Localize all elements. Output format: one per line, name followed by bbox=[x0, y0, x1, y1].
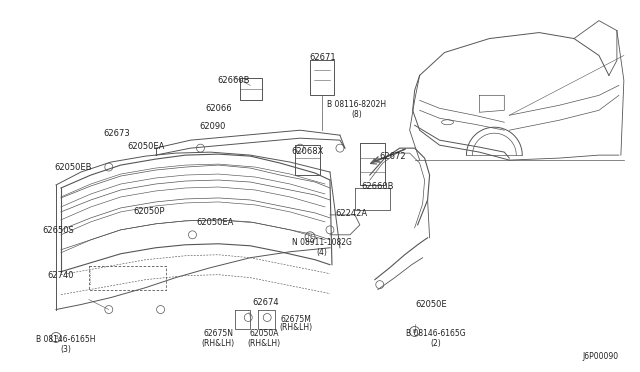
Text: N: N bbox=[308, 234, 312, 239]
Circle shape bbox=[336, 144, 344, 152]
Text: 62050EA: 62050EA bbox=[127, 142, 164, 151]
Text: 62660B: 62660B bbox=[217, 76, 250, 86]
Circle shape bbox=[105, 305, 113, 314]
Text: 62675M: 62675M bbox=[281, 314, 312, 324]
Text: 62090: 62090 bbox=[199, 122, 225, 131]
Circle shape bbox=[157, 305, 164, 314]
Text: B 08146-6165H: B 08146-6165H bbox=[36, 336, 96, 344]
Circle shape bbox=[410, 327, 420, 336]
Text: B: B bbox=[54, 335, 58, 340]
Text: 62050EA: 62050EA bbox=[196, 218, 234, 227]
Text: 62672: 62672 bbox=[380, 152, 406, 161]
Text: (2): (2) bbox=[430, 339, 441, 349]
Text: N 08911-1082G: N 08911-1082G bbox=[292, 238, 352, 247]
Text: 62671: 62671 bbox=[310, 52, 336, 61]
Text: 62050A: 62050A bbox=[250, 330, 279, 339]
Text: (8): (8) bbox=[351, 110, 362, 119]
Text: 62050P: 62050P bbox=[133, 207, 164, 216]
Text: 62660B: 62660B bbox=[362, 182, 394, 191]
Circle shape bbox=[305, 232, 315, 242]
Text: B: B bbox=[413, 329, 417, 334]
Text: J6P00090: J6P00090 bbox=[583, 352, 619, 361]
Circle shape bbox=[51, 333, 61, 342]
Text: 62673: 62673 bbox=[104, 129, 130, 138]
Text: (RH&LH): (RH&LH) bbox=[248, 339, 281, 349]
Text: 62066: 62066 bbox=[205, 104, 232, 113]
Text: (4): (4) bbox=[317, 248, 328, 257]
Text: B 08116-8202H: B 08116-8202H bbox=[327, 100, 387, 109]
Text: 62242A: 62242A bbox=[336, 209, 368, 218]
Text: 62068X: 62068X bbox=[292, 147, 324, 156]
Text: 62675N: 62675N bbox=[204, 330, 234, 339]
Text: 62740: 62740 bbox=[48, 271, 74, 280]
Circle shape bbox=[263, 314, 271, 321]
Circle shape bbox=[196, 144, 204, 152]
Circle shape bbox=[244, 314, 252, 321]
Text: 62674: 62674 bbox=[252, 298, 278, 307]
Text: (RH&LH): (RH&LH) bbox=[202, 339, 235, 349]
Text: 62050E: 62050E bbox=[416, 299, 447, 309]
Circle shape bbox=[326, 226, 334, 234]
Text: (RH&LH): (RH&LH) bbox=[280, 324, 313, 333]
Circle shape bbox=[189, 231, 196, 239]
Text: 62050EB: 62050EB bbox=[54, 163, 92, 172]
Text: 62650S: 62650S bbox=[42, 226, 74, 235]
Circle shape bbox=[296, 144, 304, 152]
Text: (3): (3) bbox=[61, 346, 72, 355]
Circle shape bbox=[105, 163, 113, 171]
Circle shape bbox=[376, 280, 384, 289]
Text: B 08146-6165G: B 08146-6165G bbox=[406, 330, 465, 339]
